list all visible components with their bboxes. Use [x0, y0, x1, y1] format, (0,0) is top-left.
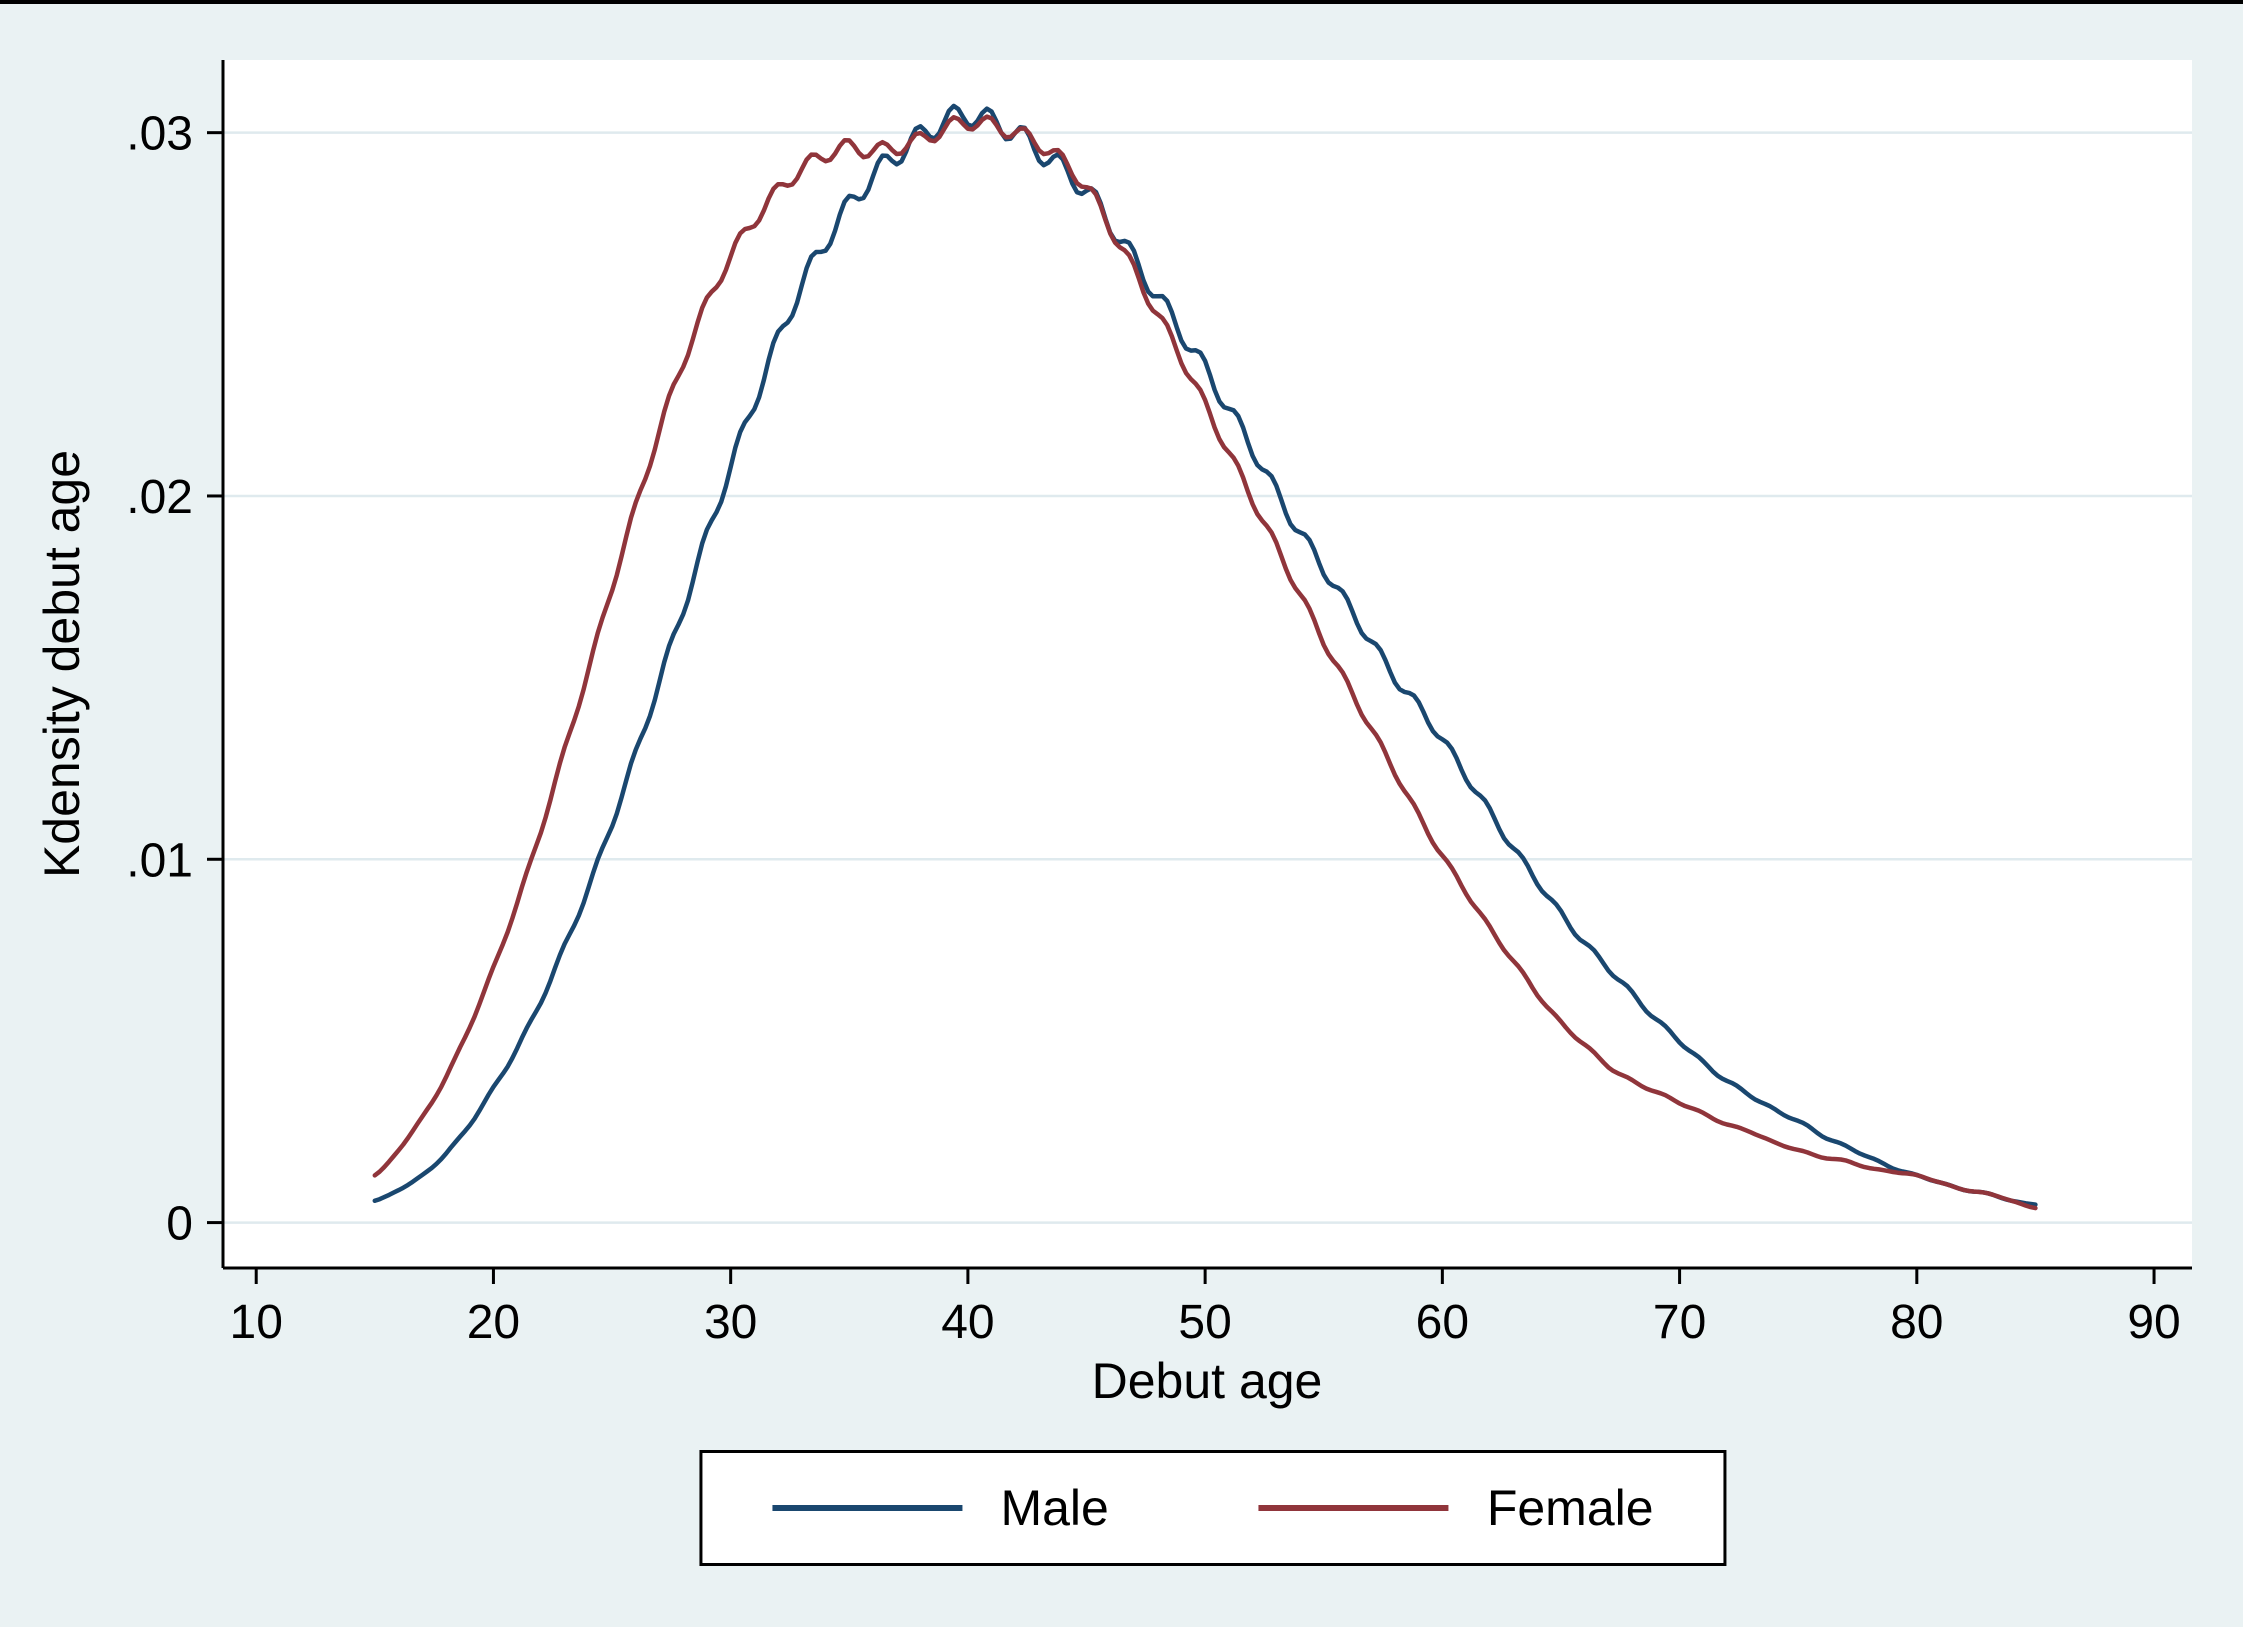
legend-label-male: Male — [1000, 1480, 1109, 1536]
x-tick-label: 50 — [1178, 1296, 1231, 1349]
x-tick-label: 20 — [467, 1296, 520, 1349]
plot-area — [223, 60, 2192, 1268]
legend-entry-female: Female — [1258, 1479, 1654, 1537]
figure-top-border — [0, 0, 2243, 4]
y-axis-title: Kdensity debut age — [34, 449, 90, 879]
female-line-swatch — [1258, 1505, 1449, 1511]
x-tick-label: 60 — [1416, 1296, 1469, 1349]
x-tick-label: 70 — [1653, 1296, 1706, 1349]
male-line-swatch — [772, 1505, 963, 1511]
x-tick-label: 30 — [704, 1296, 757, 1349]
x-tick-label: 10 — [230, 1296, 283, 1349]
series-line-male — [372, 103, 2038, 1207]
x-tick-label: 80 — [1890, 1296, 1943, 1349]
y-tick-label: .02 — [126, 471, 193, 524]
series-line-female — [372, 114, 2038, 1211]
x-tick-label: 40 — [941, 1296, 994, 1349]
y-tick-label: .01 — [126, 834, 193, 887]
y-tick-label: .03 — [126, 108, 193, 161]
legend-label-female: Female — [1486, 1480, 1654, 1536]
x-axis-title: Debut age — [1091, 1353, 1323, 1409]
x-tick-label: 90 — [2127, 1296, 2180, 1349]
legend-entry-male: Male — [772, 1479, 1109, 1537]
legend: Male Female — [699, 1450, 1727, 1566]
y-tick-label: 0 — [166, 1198, 193, 1251]
